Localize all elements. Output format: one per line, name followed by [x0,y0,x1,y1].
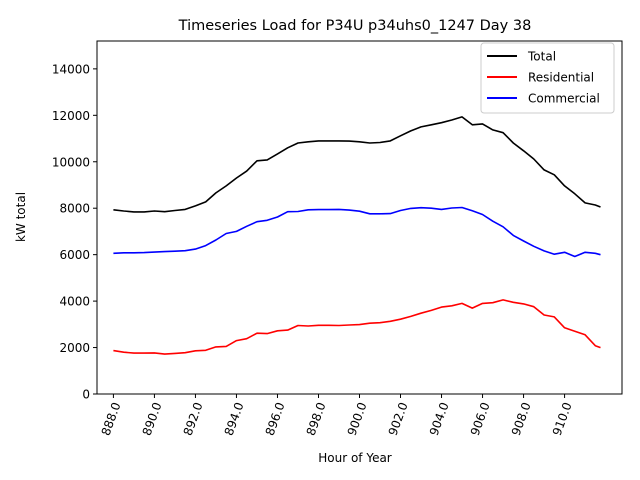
y-tick-label: 14000 [52,62,90,76]
y-tick-label: 8000 [59,202,90,216]
series-layer [113,116,601,355]
series-line-residential [113,299,601,355]
y-tick-label: 10000 [52,155,90,169]
chart-title: Timeseries Load for P34U p34uhs0_1247 Da… [178,18,532,34]
y-axis-label: kW total [14,192,28,242]
y-axis: 0 2000 4000 6000 8000 10000 12000 14000 [52,62,97,402]
series-line-total [113,116,601,213]
series-line-commercial [113,206,601,258]
y-tick-label: 12000 [52,109,90,123]
legend-box [480,42,615,114]
y-tick-label: 0 [82,388,90,402]
y-tick-label: 6000 [59,248,90,262]
legend: Total Residential Commercial [480,42,615,114]
legend-label-commercial: Commercial [528,92,600,106]
legend-label-residential: Residential [528,71,594,85]
y-tick-label: 2000 [59,341,90,355]
y-tick-label: 4000 [59,295,90,309]
x-axis-label: Hour of Year [318,451,392,465]
legend-label-total: Total [527,50,556,64]
